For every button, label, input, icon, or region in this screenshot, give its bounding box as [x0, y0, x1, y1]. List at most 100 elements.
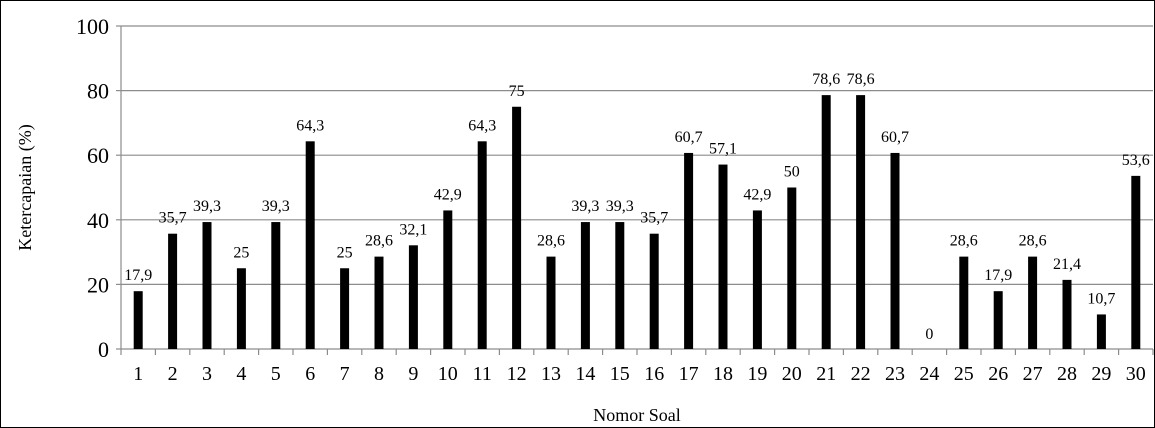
bar — [477, 141, 487, 349]
bar — [1062, 279, 1072, 349]
data-label: 28,6 — [950, 233, 978, 250]
x-tick-label: 6 — [305, 363, 315, 385]
bar — [271, 222, 281, 349]
y-tick-label: 60 — [87, 143, 109, 168]
x-tick-label: 9 — [408, 363, 418, 385]
y-tick-label: 80 — [87, 79, 109, 104]
y-tick-label: 0 — [98, 337, 109, 362]
bar — [202, 222, 212, 349]
y-axis-title: Ketercapaian (%) — [15, 124, 36, 250]
x-axis-title: Nomor Soal — [593, 405, 681, 425]
data-label: 39,3 — [571, 198, 599, 215]
bar — [1096, 314, 1106, 349]
x-tick-label: 23 — [885, 363, 905, 385]
data-label: 0 — [925, 326, 933, 343]
data-label: 39,3 — [606, 198, 634, 215]
data-label: 17,9 — [124, 267, 152, 284]
x-tick-label: 25 — [954, 363, 974, 385]
bar — [236, 268, 246, 349]
x-tick-label: 28 — [1057, 363, 1077, 385]
data-label: 28,6 — [365, 233, 393, 250]
data-label: 28,6 — [1019, 233, 1047, 250]
bar — [546, 256, 556, 349]
data-label: 64,3 — [468, 117, 496, 134]
x-tick-label: 5 — [271, 363, 281, 385]
x-tick-label: 21 — [816, 363, 836, 385]
x-tick-label: 1 — [133, 363, 143, 385]
data-label: 42,9 — [434, 186, 462, 203]
bar — [305, 141, 315, 349]
x-tick-label: 4 — [236, 363, 246, 385]
bar — [133, 291, 143, 349]
x-tick-label: 13 — [541, 363, 561, 385]
x-tick-label: 27 — [1023, 363, 1043, 385]
bar — [684, 152, 694, 349]
data-label: 10,7 — [1087, 290, 1115, 307]
bar — [1028, 256, 1038, 349]
gridlines — [121, 25, 1153, 285]
bar — [408, 245, 418, 349]
bars — [133, 95, 1141, 349]
x-tick-label: 8 — [374, 363, 384, 385]
bar — [993, 291, 1003, 349]
bar — [959, 256, 969, 349]
data-label: 60,7 — [881, 129, 909, 146]
x-tick-label: 20 — [782, 363, 802, 385]
data-label: 50 — [784, 164, 800, 181]
x-tick-label: 19 — [747, 363, 767, 385]
x-tick-label: 3 — [202, 363, 212, 385]
data-label: 25 — [233, 244, 249, 261]
x-tick-label: 16 — [644, 363, 664, 385]
data-label: 32,1 — [399, 221, 427, 238]
x-tick-label: 29 — [1091, 363, 1111, 385]
y-tick-label: 100 — [76, 14, 109, 39]
data-label: 75 — [509, 83, 525, 100]
x-tick-label: 12 — [507, 363, 527, 385]
data-label: 39,3 — [262, 198, 290, 215]
bar — [649, 233, 659, 349]
data-label: 35,7 — [640, 210, 668, 227]
bar — [512, 106, 522, 349]
x-tick-label: 24 — [919, 363, 939, 385]
bar — [787, 187, 797, 349]
y-tick-label: 20 — [87, 272, 109, 297]
bar — [443, 210, 453, 349]
x-tick-label: 17 — [679, 363, 699, 385]
bar — [340, 268, 350, 349]
x-axis: 1 2 3 4 5 6 7 8 9 10 11 12 13 14 15 16 17 18 19 20 21 22 23 24 2… — [120, 348, 1154, 385]
x-tick-label: 10 — [438, 363, 458, 385]
data-label: 60,7 — [675, 129, 703, 146]
data-label: 53,6 — [1122, 152, 1150, 169]
data-label: 28,6 — [537, 233, 565, 250]
bar — [856, 95, 866, 349]
y-axis: 0 20 40 60 80 100 — [76, 14, 122, 362]
y-tick-label: 40 — [87, 208, 109, 233]
x-tick-label: 7 — [340, 363, 350, 385]
bar — [752, 210, 762, 349]
data-label: 64,3 — [296, 117, 324, 134]
x-tick-label: 15 — [610, 363, 630, 385]
bar — [580, 222, 590, 349]
bar — [374, 256, 384, 349]
bar — [821, 95, 831, 349]
bar — [1131, 175, 1141, 349]
x-tick-label: 14 — [575, 363, 595, 385]
data-label: 42,9 — [743, 186, 771, 203]
data-label: 57,1 — [709, 141, 737, 158]
bar — [718, 164, 728, 349]
x-tick-label: 11 — [473, 363, 492, 385]
data-label: 35,7 — [159, 210, 187, 227]
data-label: 21,4 — [1053, 256, 1081, 273]
x-tick-label: 2 — [168, 363, 178, 385]
data-labels: 17,9 35,7 39,3 25 39,3 64,3 25 28,6 32,1 42,9 64,3… — [124, 71, 1150, 343]
x-tick-label: 22 — [851, 363, 871, 385]
bar — [890, 152, 900, 349]
data-label: 39,3 — [193, 198, 221, 215]
x-tick-label: 30 — [1126, 363, 1146, 385]
data-label: 17,9 — [984, 267, 1012, 284]
bar — [615, 222, 625, 349]
data-label: 25 — [337, 244, 353, 261]
bar — [168, 233, 178, 349]
